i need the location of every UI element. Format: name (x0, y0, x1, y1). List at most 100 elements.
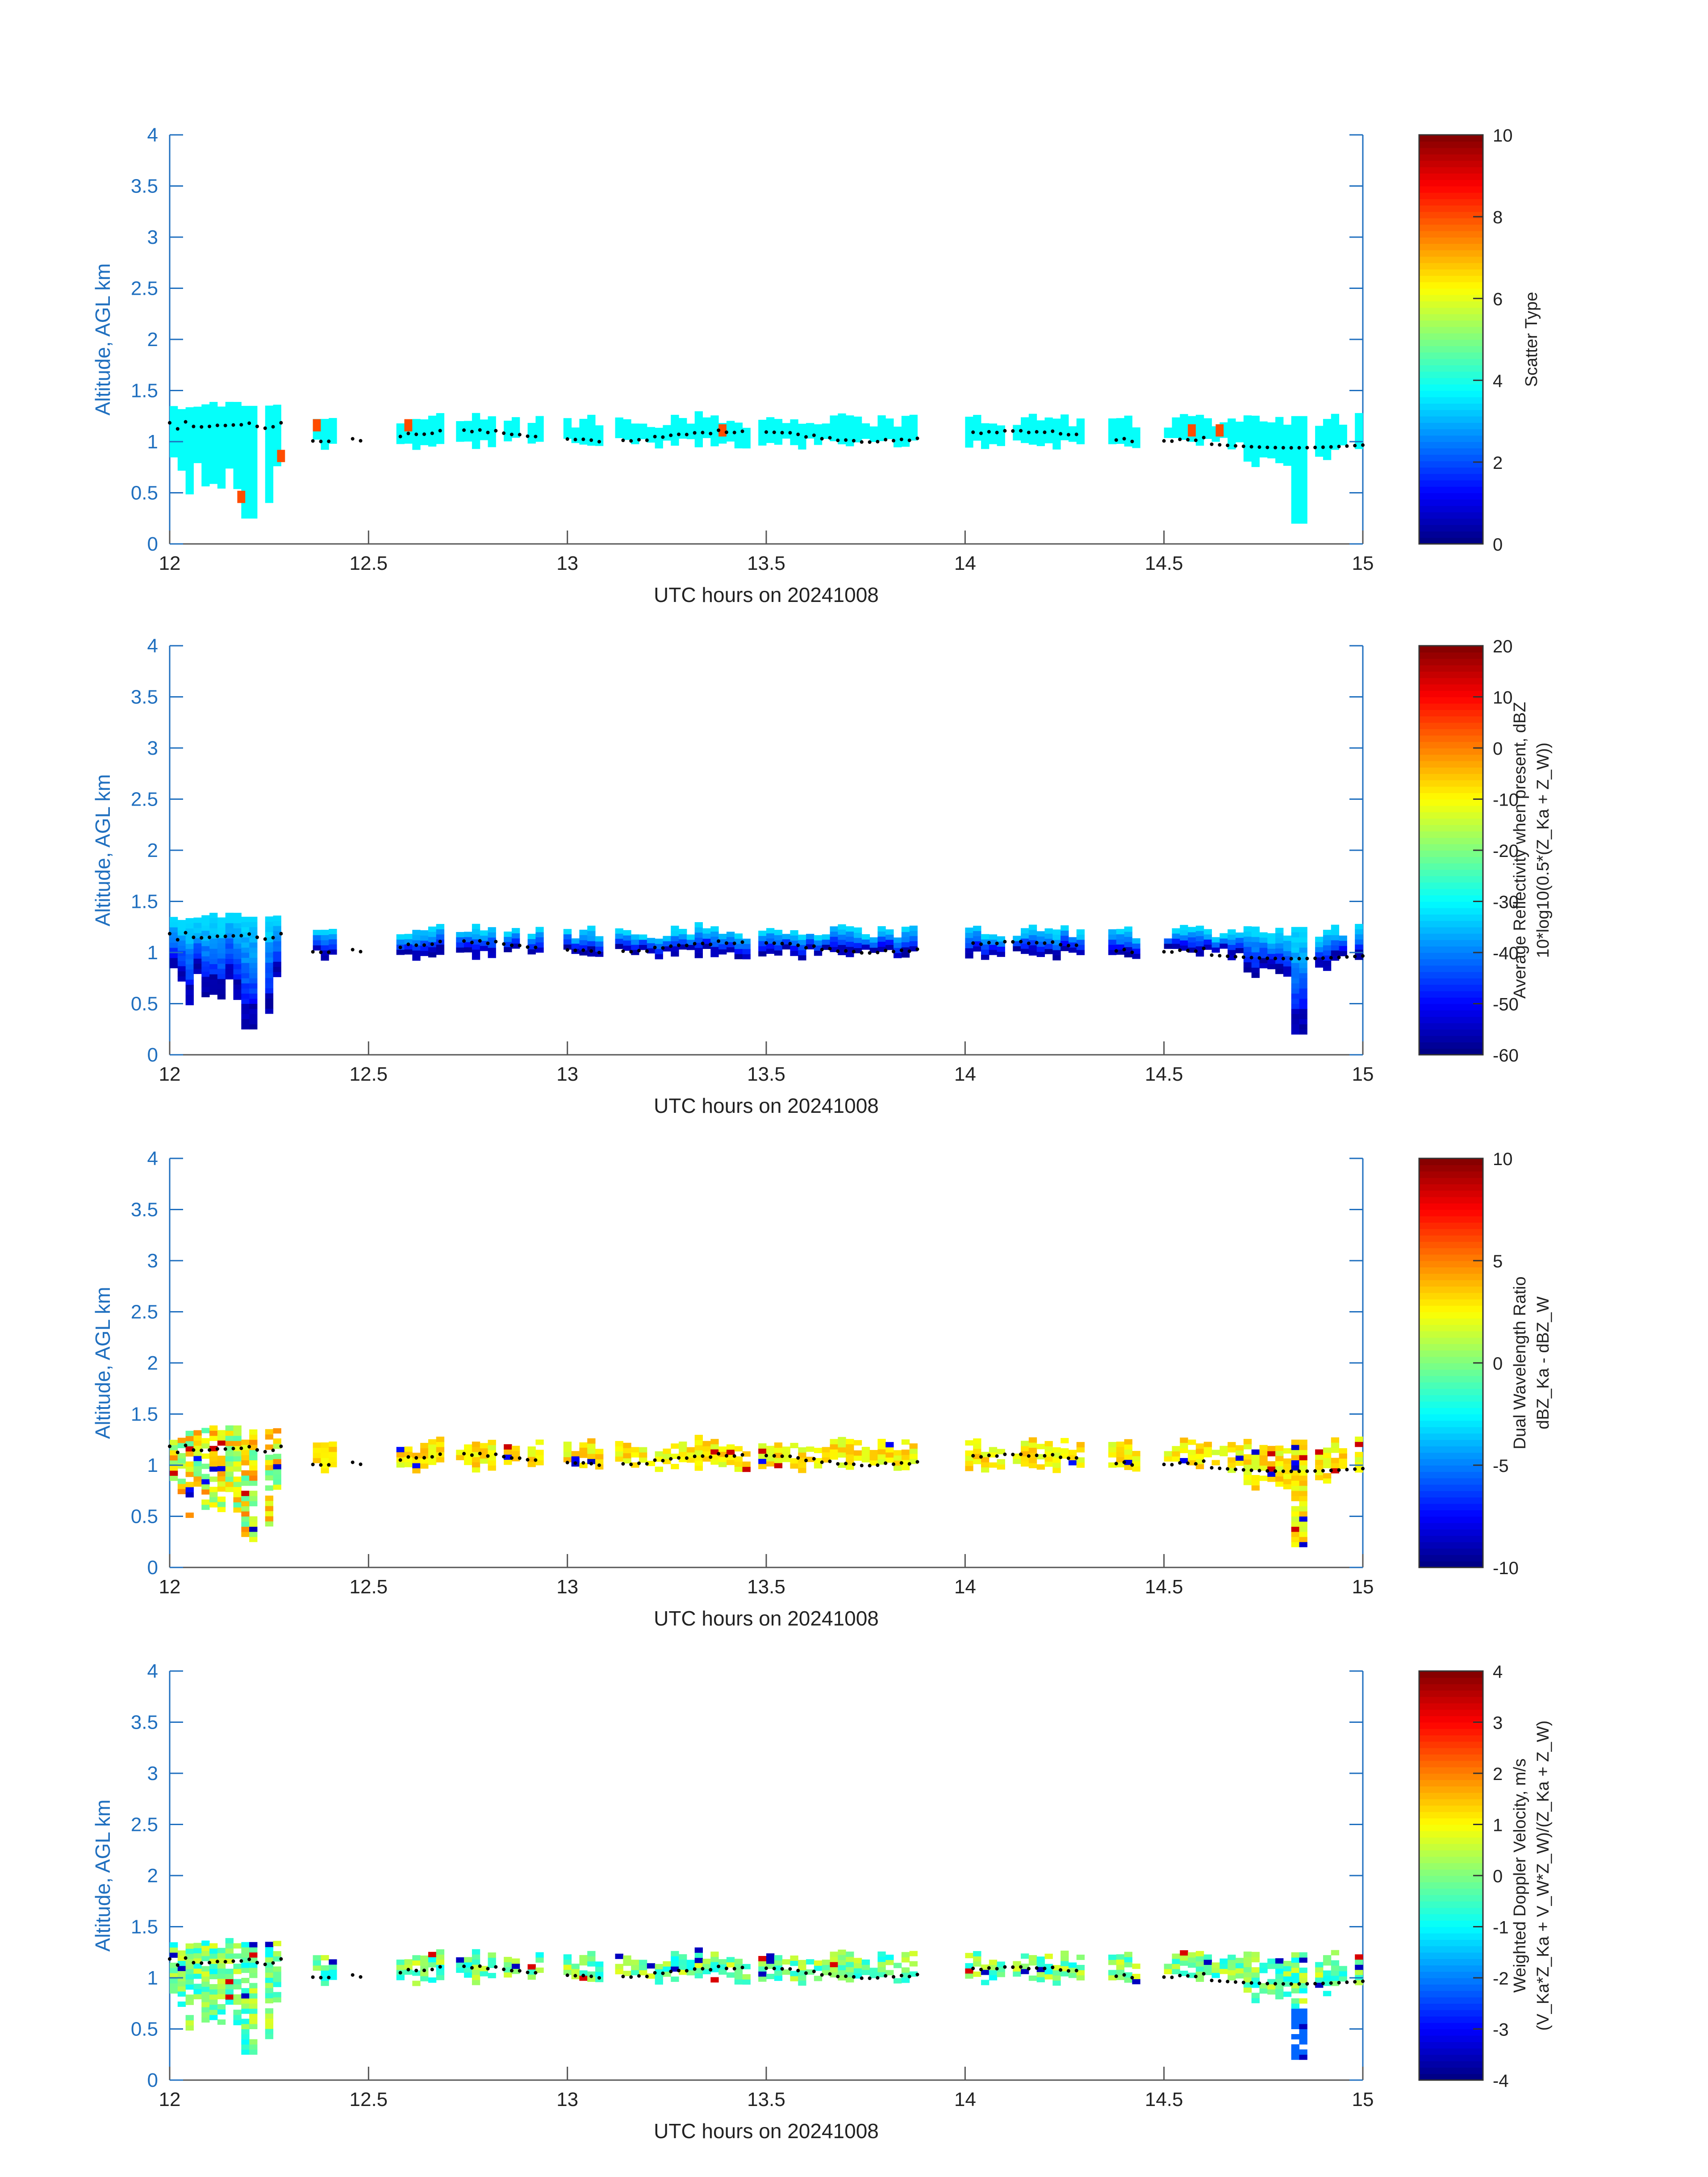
dot (247, 1957, 251, 1961)
cell (1275, 1471, 1284, 1477)
cell (265, 1967, 274, 1973)
dot (788, 942, 792, 946)
colorbar-step (1419, 1158, 1483, 1166)
cell (1283, 1961, 1292, 1966)
colorbar-step (1419, 1382, 1483, 1389)
colorbar-step (1419, 275, 1483, 282)
cell (233, 918, 242, 923)
cell (1259, 1460, 1268, 1466)
cell (488, 426, 496, 432)
cell (249, 999, 258, 1004)
cell (233, 432, 242, 438)
cell (734, 954, 743, 960)
cell (1283, 1966, 1292, 1972)
y-tick-label: 3 (147, 1250, 158, 1272)
cell (1180, 419, 1188, 425)
cell (1028, 1975, 1037, 1981)
cell (1219, 427, 1228, 433)
cell (615, 1969, 623, 1975)
cell (1172, 1456, 1180, 1462)
cell (241, 1988, 250, 1993)
y-tick-label: 2 (147, 329, 158, 351)
cell (201, 1484, 210, 1490)
dot (1305, 957, 1309, 961)
dot (1241, 1981, 1245, 1985)
cell (241, 947, 250, 953)
cell (1172, 427, 1180, 433)
cell (225, 1979, 234, 1985)
cell (1259, 421, 1268, 427)
cell (464, 1459, 472, 1465)
cell (1044, 933, 1053, 939)
cell (225, 1974, 234, 1980)
cell (1315, 441, 1324, 447)
cell (1172, 933, 1180, 939)
cell (177, 976, 186, 982)
cell (488, 1455, 496, 1461)
x-tick-label: 12.5 (350, 1063, 388, 1085)
dot (987, 940, 991, 944)
cell (663, 425, 671, 430)
dot (470, 1966, 474, 1970)
cell (1211, 1962, 1220, 1968)
cell (1299, 503, 1307, 509)
cell (587, 1448, 596, 1454)
cell (511, 1958, 520, 1964)
cell (1188, 937, 1196, 943)
colorbar-step (1419, 697, 1483, 704)
cell (436, 949, 445, 955)
cell (663, 1966, 671, 1972)
dot (796, 1456, 800, 1460)
cell (1036, 936, 1045, 942)
colorbar-tick-label: 6 (1493, 289, 1503, 309)
cell (1299, 1998, 1307, 2004)
cell (1275, 953, 1284, 959)
dot (844, 1462, 848, 1466)
cell (185, 1436, 194, 1442)
colorbar-step (1419, 1952, 1483, 1959)
cell (1211, 947, 1220, 953)
colorbar-step (1419, 1016, 1483, 1024)
cell (177, 1479, 186, 1484)
dot (406, 1968, 410, 1972)
cell (488, 431, 496, 437)
dot (597, 1463, 601, 1467)
dot (223, 423, 227, 427)
cell (965, 1455, 973, 1461)
dot (621, 1462, 625, 1466)
dot (239, 423, 243, 427)
cell (209, 478, 218, 484)
cell (814, 435, 823, 440)
cell (742, 427, 751, 433)
cell (217, 483, 226, 489)
colorbar-step (1419, 1920, 1483, 1927)
dot (573, 1461, 577, 1465)
cell (472, 1457, 480, 1462)
cell (639, 944, 647, 950)
colorbar-step (1419, 652, 1483, 659)
cell (321, 1458, 329, 1463)
cell (1061, 1453, 1069, 1459)
cell (412, 950, 421, 956)
cell (973, 1971, 981, 1977)
colorbar-step (1419, 965, 1483, 972)
cell (790, 930, 798, 936)
cell (838, 1975, 846, 1981)
cell (185, 422, 194, 428)
cell (1259, 431, 1268, 437)
cell (790, 439, 798, 445)
cell (1251, 1967, 1260, 1973)
cell (965, 417, 973, 422)
dot (470, 430, 474, 434)
cell (1228, 418, 1236, 424)
cell (488, 436, 496, 442)
dot (1210, 442, 1214, 446)
cell (241, 1957, 250, 1963)
cell (472, 433, 480, 439)
cell (185, 944, 194, 949)
x-tick-label: 13 (556, 1063, 578, 1085)
cell (170, 1963, 178, 1968)
cell (1052, 1975, 1061, 1981)
cell (201, 1438, 210, 1444)
cell (1028, 1437, 1037, 1443)
